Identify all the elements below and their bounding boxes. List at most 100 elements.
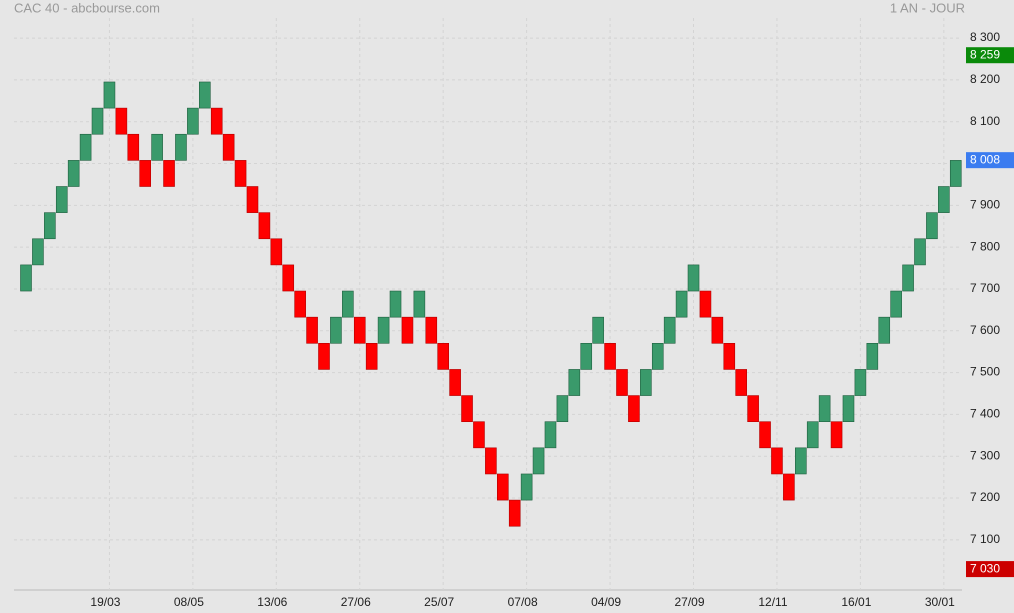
brick — [592, 316, 604, 344]
x-tick-label: 19/03 — [90, 595, 120, 609]
brick — [723, 343, 736, 370]
y-tick-label: 7 400 — [970, 407, 1000, 421]
brick — [413, 290, 426, 318]
brick — [604, 343, 616, 370]
chart-subtitle: 1 AN - JOUR — [890, 0, 965, 15]
brick — [866, 343, 879, 370]
brick — [294, 290, 306, 318]
brick — [151, 133, 163, 161]
brick — [44, 212, 56, 240]
x-tick-label: 07/08 — [508, 595, 538, 609]
brick — [842, 395, 855, 423]
brick — [270, 238, 283, 266]
brick — [771, 447, 783, 475]
brick — [222, 133, 235, 161]
y-tick-label: 7 700 — [970, 281, 1000, 295]
brick — [91, 107, 104, 135]
brick — [794, 447, 807, 475]
brick — [377, 316, 390, 344]
brick — [20, 264, 32, 292]
chart-title: CAC 40 - abcbourse.com — [14, 0, 160, 15]
price-tag — [966, 152, 1014, 169]
brick — [926, 212, 938, 240]
brick — [878, 316, 891, 344]
brick — [532, 447, 545, 475]
price-tag — [966, 47, 1014, 64]
brick — [938, 186, 950, 213]
brick — [699, 290, 712, 318]
brick — [234, 160, 247, 187]
brick — [496, 473, 509, 501]
y-tick-label: 7 100 — [970, 532, 1000, 546]
brick — [759, 421, 771, 449]
brick — [806, 421, 819, 449]
brick — [258, 212, 271, 240]
brick — [127, 133, 140, 161]
x-tick-label: 16/01 — [841, 595, 871, 609]
price-tag-label: 8 008 — [970, 152, 1000, 166]
brick — [651, 343, 664, 370]
brick — [735, 369, 748, 396]
brick — [139, 160, 151, 187]
x-tick-label: 27/06 — [341, 595, 371, 609]
brick — [282, 264, 295, 292]
brick — [318, 343, 330, 370]
brick — [914, 238, 926, 266]
brick — [485, 447, 497, 475]
brick — [580, 343, 593, 370]
brick — [32, 238, 44, 266]
x-tick-label: 25/07 — [424, 595, 454, 609]
y-tick-label: 7 300 — [970, 448, 1000, 462]
x-tick-label: 08/05 — [174, 595, 204, 609]
brick — [365, 343, 378, 370]
brick — [818, 395, 831, 423]
brick — [544, 421, 557, 449]
y-tick-label: 7 200 — [970, 490, 1000, 504]
brick — [473, 421, 485, 449]
brick — [449, 369, 461, 396]
brick — [616, 369, 628, 396]
brick — [890, 290, 902, 318]
x-tick-label: 13/06 — [257, 595, 287, 609]
y-tick-label: 8 300 — [970, 30, 1000, 44]
brick — [55, 186, 68, 213]
brick — [949, 160, 962, 187]
brick — [628, 395, 640, 423]
brick — [115, 107, 128, 135]
x-tick-label: 27/09 — [675, 595, 705, 609]
y-tick-label: 8 200 — [970, 72, 1000, 86]
y-tick-label: 7 800 — [970, 239, 1000, 253]
brick — [520, 473, 533, 501]
y-tick-label: 7 900 — [970, 197, 1000, 211]
brick — [461, 395, 473, 423]
brick — [747, 395, 759, 423]
brick — [568, 369, 581, 396]
brick — [330, 316, 342, 344]
brick — [437, 343, 450, 370]
price-tag-label: 8 259 — [970, 47, 1000, 61]
brick — [103, 81, 116, 109]
brick — [342, 290, 354, 318]
brick — [902, 264, 914, 292]
brick — [687, 264, 700, 292]
brick — [175, 133, 187, 161]
brick — [425, 316, 438, 344]
y-tick-label: 7 600 — [970, 323, 1000, 337]
brick — [67, 160, 80, 187]
x-tick-label: 12/11 — [758, 595, 787, 609]
brick — [163, 160, 175, 187]
x-tick-label: 04/09 — [591, 595, 621, 609]
brick — [79, 133, 92, 161]
y-tick-label: 7 500 — [970, 365, 1000, 379]
brick — [389, 290, 402, 318]
brick — [675, 290, 688, 318]
brick — [401, 316, 414, 344]
y-tick-label: 8 100 — [970, 114, 1000, 128]
brick — [199, 81, 211, 109]
brick — [640, 369, 652, 396]
brick — [187, 107, 199, 135]
brick — [210, 107, 223, 135]
brick — [508, 499, 521, 527]
price-tag — [966, 561, 1014, 578]
